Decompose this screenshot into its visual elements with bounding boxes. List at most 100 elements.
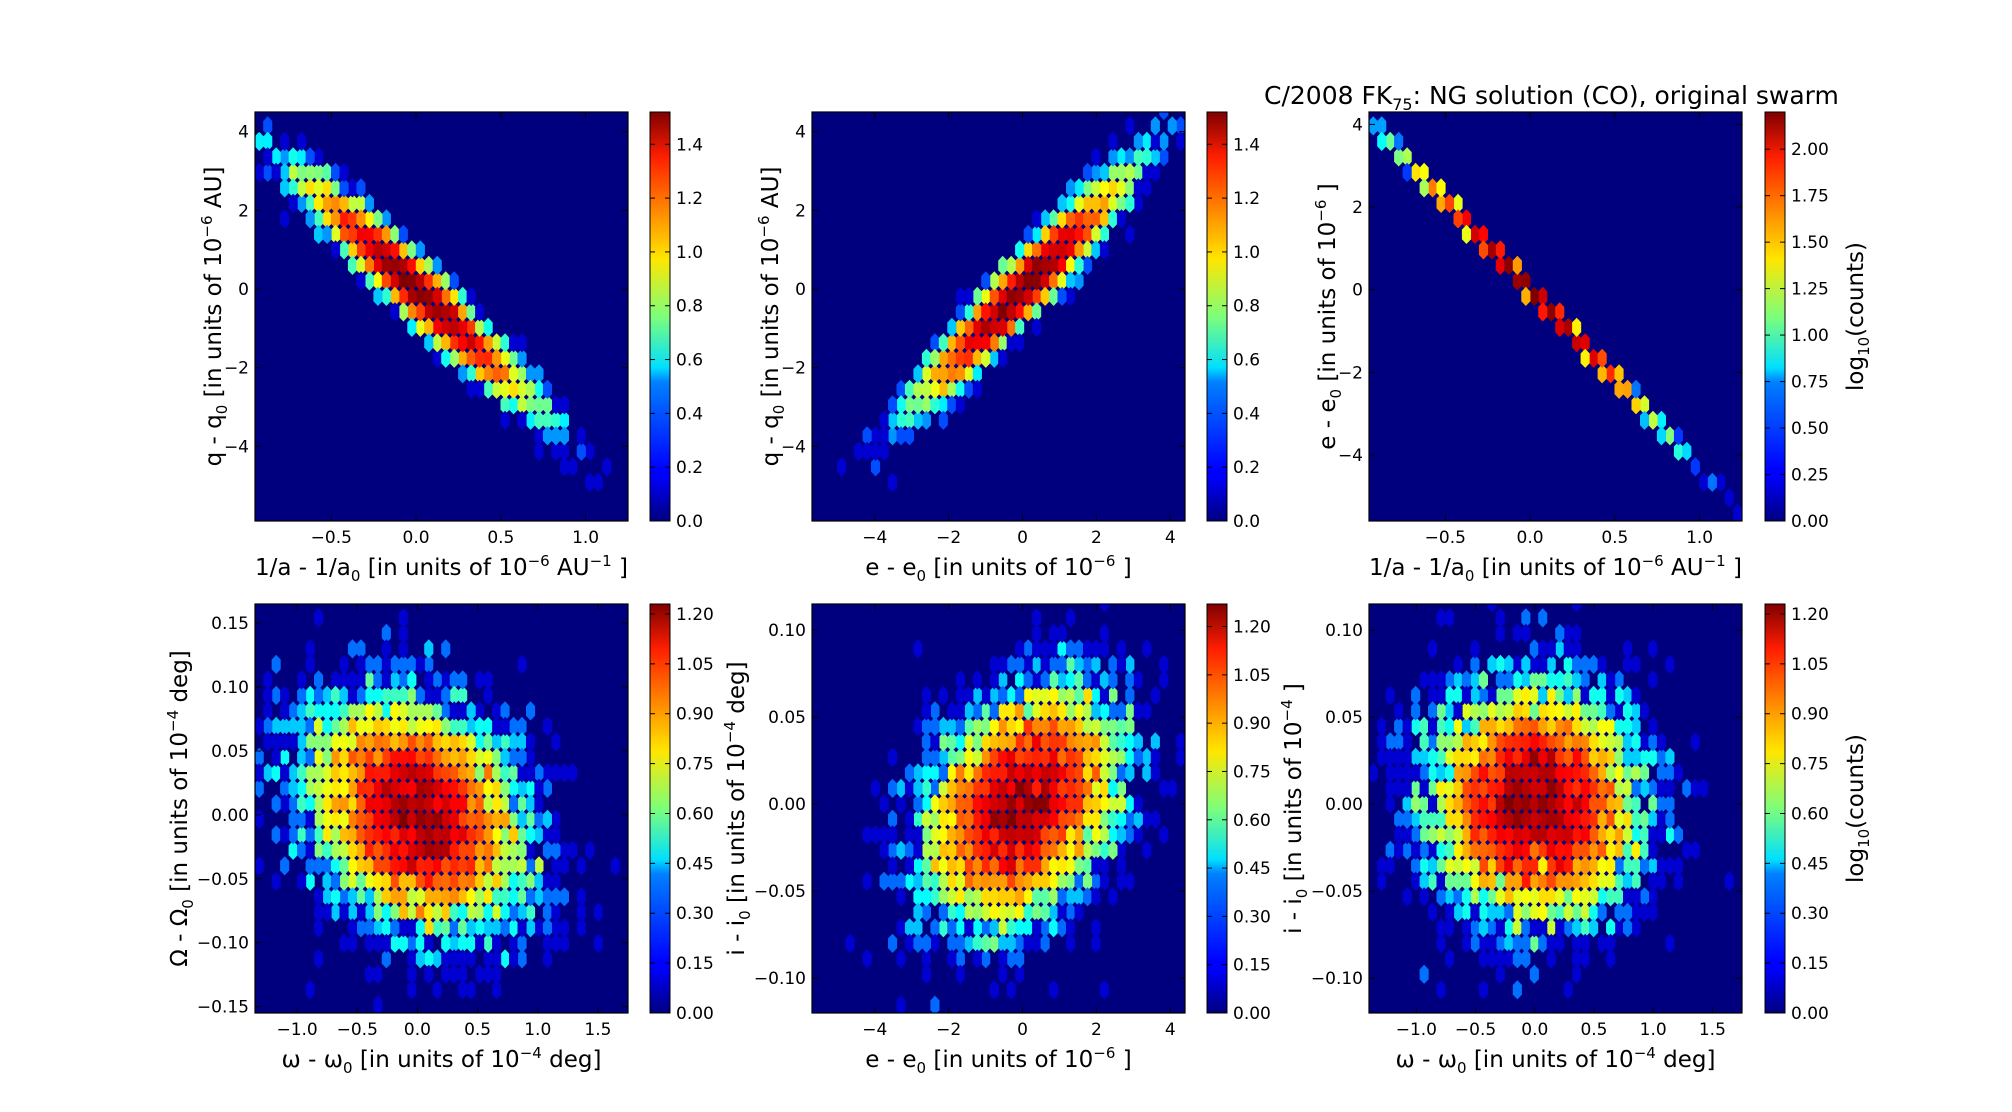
density-bin — [415, 794, 425, 814]
density-bin — [1049, 902, 1059, 922]
density-bin — [593, 902, 603, 922]
density-bin — [998, 902, 1008, 922]
density-bin — [331, 763, 341, 783]
density-bin — [1108, 778, 1118, 798]
density-bin — [331, 902, 341, 922]
density-bin — [458, 302, 468, 322]
density-bin — [255, 721, 256, 732]
density-bin — [1572, 317, 1582, 337]
density-bin — [1640, 809, 1650, 829]
density-bin — [1504, 685, 1514, 705]
figure-title: C/2008 FK75: NG solution (CO), original … — [1264, 81, 1839, 114]
density-bin — [1006, 763, 1016, 783]
density-bin — [339, 747, 349, 767]
density-bin — [947, 933, 957, 953]
colorbar-frame — [1206, 603, 1228, 1014]
density-bin — [1066, 825, 1076, 845]
density-bin — [280, 825, 290, 845]
density-bin — [1049, 887, 1059, 907]
density-bin — [955, 809, 965, 829]
density-bin — [331, 701, 341, 721]
density-bin — [1580, 747, 1590, 767]
density-bin — [500, 701, 510, 721]
density-bin — [1504, 918, 1514, 938]
density-bin — [888, 840, 898, 860]
density-bin — [1478, 670, 1488, 690]
density-bin — [415, 840, 425, 860]
density-bin — [1032, 255, 1042, 275]
density-bin — [1478, 240, 1488, 260]
x-tick-label: 1.0 — [1686, 528, 1713, 548]
density-bin — [1015, 794, 1025, 814]
density-bin — [989, 716, 999, 736]
density-bin — [1478, 732, 1488, 752]
density-bin — [1606, 856, 1616, 876]
density-bin — [492, 763, 502, 783]
density-bin — [1091, 840, 1101, 860]
density-bin — [930, 794, 940, 814]
density-bin — [1074, 654, 1084, 674]
density-bin — [1411, 794, 1421, 814]
density-bin — [1512, 902, 1522, 922]
density-bin — [322, 224, 332, 244]
density-bin — [1631, 887, 1641, 907]
density-bin — [981, 763, 991, 783]
density-bin — [947, 809, 957, 829]
density-bin — [415, 778, 425, 798]
colorbar-frame — [1764, 111, 1786, 522]
density-bin — [1428, 670, 1438, 690]
density-bin — [1699, 472, 1709, 492]
density-bin — [1614, 763, 1624, 783]
density-bin — [458, 809, 468, 829]
density-bin — [837, 457, 847, 477]
density-bin — [398, 763, 408, 783]
density-bin — [1614, 670, 1624, 690]
density-bin — [347, 732, 357, 752]
density-bin — [322, 871, 332, 891]
x-tick-label: 1.0 — [1640, 1020, 1667, 1040]
density-bin — [339, 670, 349, 690]
density-bin — [314, 809, 324, 829]
density-bin — [475, 809, 485, 829]
density-bin — [1631, 809, 1641, 829]
density-bin — [1580, 949, 1590, 969]
density-bin — [1504, 871, 1514, 891]
density-bin — [1057, 887, 1067, 907]
density-bin — [921, 701, 931, 721]
density-bin — [415, 825, 425, 845]
density-bin — [1631, 716, 1641, 736]
density-bin — [1074, 809, 1084, 829]
density-bin — [1057, 763, 1067, 783]
density-bin — [526, 395, 536, 415]
density-bin — [449, 933, 459, 953]
density-bin — [364, 794, 374, 814]
density-bins — [845, 604, 1185, 1013]
density-bin — [517, 809, 527, 829]
density-bin — [998, 964, 1008, 984]
density-bin — [1648, 716, 1658, 736]
density-bin — [449, 271, 459, 291]
density-bin — [1402, 840, 1412, 860]
density-bin — [1159, 112, 1169, 121]
density-bin — [305, 639, 315, 659]
density-bin — [1015, 271, 1025, 291]
density-bin — [930, 778, 940, 798]
density-bin — [288, 763, 298, 783]
density-bin — [1066, 716, 1076, 736]
x-tick-label: 0.5 — [464, 1020, 491, 1040]
density-bin — [1487, 240, 1497, 260]
density-bin — [1504, 732, 1514, 752]
density-bin — [1057, 732, 1067, 752]
density-bin — [1546, 871, 1556, 891]
density-bin — [938, 918, 948, 938]
density-bin — [1445, 747, 1455, 767]
density-bin — [1066, 654, 1076, 674]
density-bin — [339, 732, 349, 752]
density-bin — [356, 240, 366, 260]
density-bin — [1159, 825, 1169, 845]
density-bin — [1563, 980, 1573, 1000]
density-bin — [424, 747, 434, 767]
density-bin — [331, 747, 341, 767]
density-bin — [1015, 670, 1025, 690]
density-bin — [381, 670, 391, 690]
